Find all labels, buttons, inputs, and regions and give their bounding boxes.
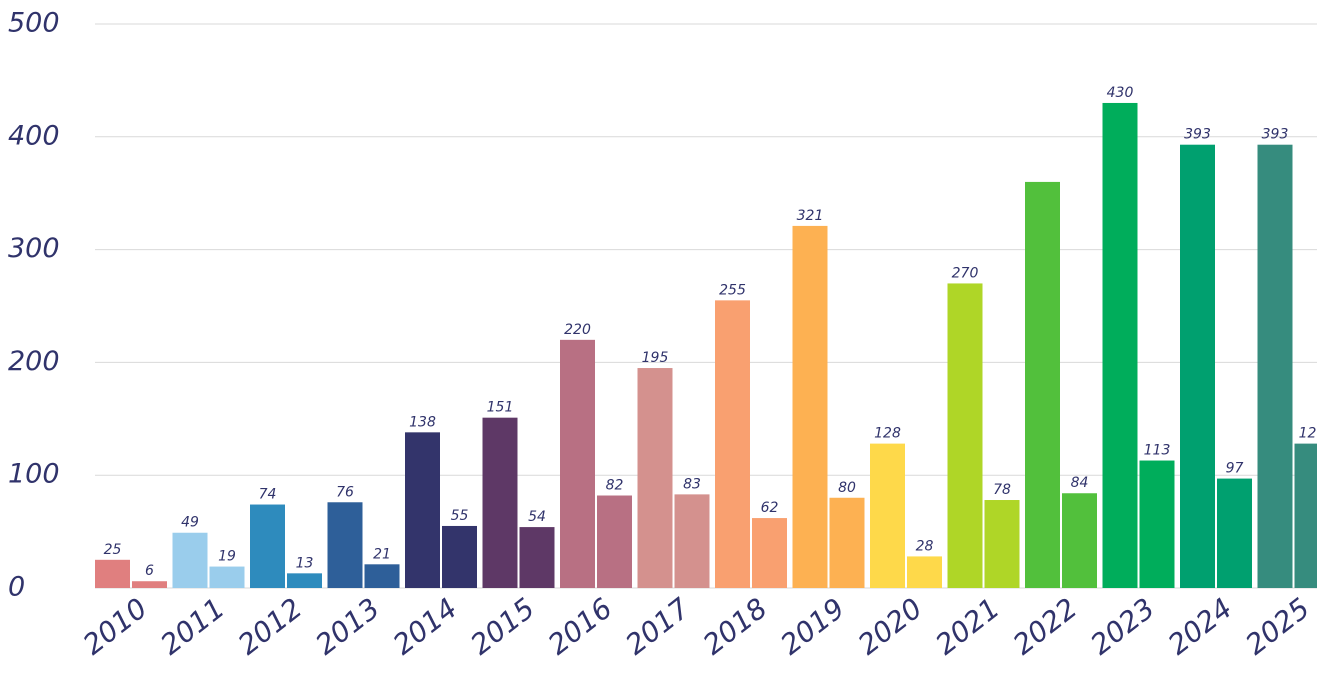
value-label: 6: [145, 563, 154, 579]
x-tick-label: 2021: [929, 592, 1005, 662]
value-label: 393: [1184, 127, 1211, 143]
bar: [715, 300, 750, 588]
value-label: 151: [487, 400, 514, 416]
value-label: 74: [259, 487, 277, 503]
bar: [1294, 443, 1317, 588]
value-label: 76: [336, 484, 354, 500]
x-tick-label: 2019: [774, 592, 850, 662]
bar: [674, 494, 710, 588]
x-tick-label: 2015: [464, 592, 540, 662]
value-label: 82: [606, 478, 624, 494]
bar: [442, 525, 477, 588]
bar: [172, 532, 208, 588]
value-label: 128: [1299, 426, 1317, 442]
x-tick-label: 2014: [387, 592, 463, 662]
bar: [829, 497, 865, 588]
value-label: 270: [952, 265, 979, 281]
y-tick-label: 300: [8, 233, 60, 264]
bar: [405, 432, 440, 588]
bar: [637, 368, 673, 588]
value-label: 28: [916, 538, 934, 554]
x-tick-label: 2018: [697, 592, 773, 662]
value-label: 220: [564, 322, 591, 338]
bar: [1102, 102, 1138, 589]
bar: [1139, 460, 1175, 588]
bar: [209, 566, 245, 588]
y-tick-label: 0: [8, 572, 25, 603]
bar: [327, 502, 363, 588]
x-tick-label: 2020: [852, 592, 928, 662]
value-label: 25: [104, 542, 122, 558]
bar: [1217, 478, 1252, 588]
value-label: 97: [1226, 461, 1244, 477]
x-tick-label: 2016: [542, 592, 618, 662]
x-tick-label: 2017: [619, 591, 696, 661]
y-tick-label: 100: [8, 459, 60, 490]
value-label: 78: [993, 482, 1011, 498]
bar: [287, 573, 322, 588]
bar: [1062, 493, 1097, 588]
bar: [250, 504, 285, 588]
x-tick-label: 2024: [1162, 592, 1238, 662]
value-label: 195: [642, 350, 669, 366]
value-label: 21: [373, 546, 391, 562]
bar: [364, 564, 400, 588]
value-label: 84: [1071, 475, 1089, 491]
value-label: 13: [296, 555, 314, 571]
value-label: 54: [528, 509, 546, 525]
bar: [792, 225, 828, 589]
value-label: 80: [838, 480, 856, 496]
x-tick-label: 2012: [232, 592, 308, 662]
value-label: 128: [874, 426, 901, 442]
value-label: 255: [719, 282, 746, 298]
bar: [519, 527, 555, 588]
bar: [560, 339, 595, 588]
bar: [482, 417, 518, 588]
x-tick-label: 2013: [309, 592, 385, 662]
bar: [597, 495, 632, 588]
value-label: 62: [761, 500, 779, 516]
x-tick-label: 2025: [1239, 592, 1315, 662]
bar: [132, 581, 167, 588]
value-label: 138: [409, 414, 436, 430]
bar: [907, 556, 942, 588]
x-tick-label: 2011: [154, 592, 230, 662]
value-label: 321: [797, 208, 824, 224]
y-tick-label: 500: [8, 8, 60, 39]
y-tick-label: 200: [8, 346, 60, 377]
bar: [870, 443, 905, 588]
bar: [947, 283, 983, 588]
value-label: 393: [1262, 127, 1289, 143]
bar: [984, 500, 1020, 588]
bar: [752, 518, 787, 588]
x-tick-label: 2010: [77, 592, 153, 662]
y-tick-label: 400: [8, 120, 60, 151]
bar: [1025, 181, 1060, 589]
value-label: 113: [1144, 443, 1171, 459]
value-label: 430: [1107, 85, 1134, 101]
bar: [1257, 144, 1293, 589]
bar: [1180, 144, 1215, 589]
value-label: 83: [683, 476, 701, 492]
value-label: 19: [218, 549, 236, 565]
x-tick-label: 2022: [1007, 592, 1083, 662]
x-tick-label: 2023: [1084, 592, 1160, 662]
value-label: 55: [451, 508, 469, 524]
bar: [95, 559, 130, 588]
value-label: 49: [181, 515, 199, 531]
